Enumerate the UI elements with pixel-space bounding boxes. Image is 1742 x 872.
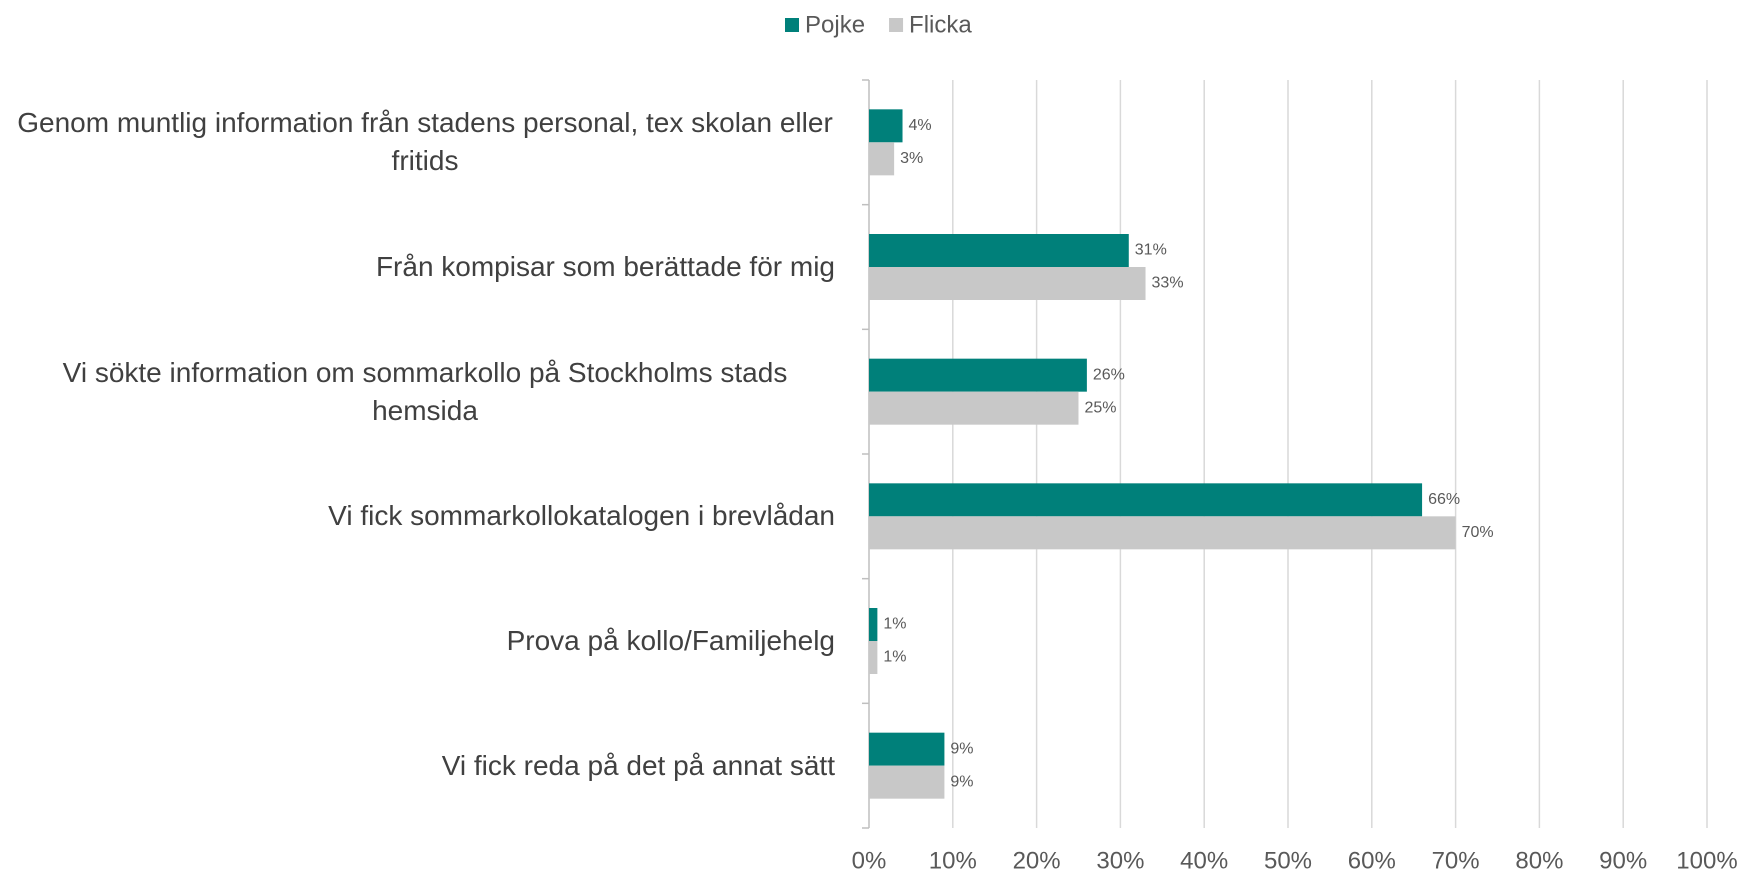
data-label: 9% bbox=[950, 740, 973, 757]
bar bbox=[869, 641, 878, 674]
bar bbox=[869, 483, 1423, 517]
x-tick-label: 60% bbox=[1348, 847, 1396, 872]
data-label: 9% bbox=[950, 773, 973, 790]
x-tick-label: 20% bbox=[1013, 847, 1061, 872]
bar bbox=[869, 358, 1087, 392]
legend-label: Pojke bbox=[805, 11, 865, 38]
category-label: Från kompisar som berättade för mig bbox=[375, 251, 835, 282]
bar bbox=[869, 516, 1456, 550]
category-label: Vi sökte information om sommarkollo på S… bbox=[62, 356, 788, 426]
x-tick-label: 40% bbox=[1180, 847, 1228, 872]
data-label: 4% bbox=[909, 117, 932, 134]
legend-label: Flicka bbox=[909, 11, 972, 38]
bar bbox=[869, 109, 903, 143]
x-tick-label: 50% bbox=[1264, 847, 1312, 872]
x-tick-label: 100% bbox=[1676, 847, 1737, 872]
x-tick-label: 80% bbox=[1515, 847, 1563, 872]
x-tick-label: 10% bbox=[929, 847, 977, 872]
bar bbox=[869, 765, 945, 799]
data-label: 26% bbox=[1093, 366, 1125, 383]
category-label: Genom muntlig information från stadens p… bbox=[17, 107, 833, 177]
data-label: 25% bbox=[1085, 399, 1117, 416]
legend-swatch bbox=[785, 18, 799, 32]
data-label: 31% bbox=[1135, 242, 1167, 259]
bar bbox=[869, 142, 895, 176]
bar bbox=[869, 391, 1079, 425]
x-tick-label: 0% bbox=[852, 847, 887, 872]
data-label: 1% bbox=[883, 616, 906, 633]
x-tick-label: 30% bbox=[1096, 847, 1144, 872]
bar bbox=[869, 608, 878, 641]
legend-swatch bbox=[889, 18, 904, 32]
category-label: Vi fick sommarkollokatalogen i brevlådan bbox=[328, 500, 835, 532]
data-label: 33% bbox=[1152, 275, 1184, 292]
x-tick-label: 70% bbox=[1432, 847, 1480, 872]
data-label: 3% bbox=[900, 150, 923, 167]
bar bbox=[869, 234, 1129, 267]
bar bbox=[869, 267, 1146, 300]
data-label: 70% bbox=[1462, 524, 1494, 541]
x-tick-label: 90% bbox=[1599, 847, 1647, 872]
category-label: Prova på kollo/Familjehelg bbox=[506, 625, 835, 656]
data-label: 1% bbox=[883, 649, 906, 666]
category-label: Vi fick reda på det på annat sätt bbox=[441, 749, 835, 781]
bar bbox=[869, 732, 945, 766]
data-label: 66% bbox=[1428, 491, 1460, 508]
